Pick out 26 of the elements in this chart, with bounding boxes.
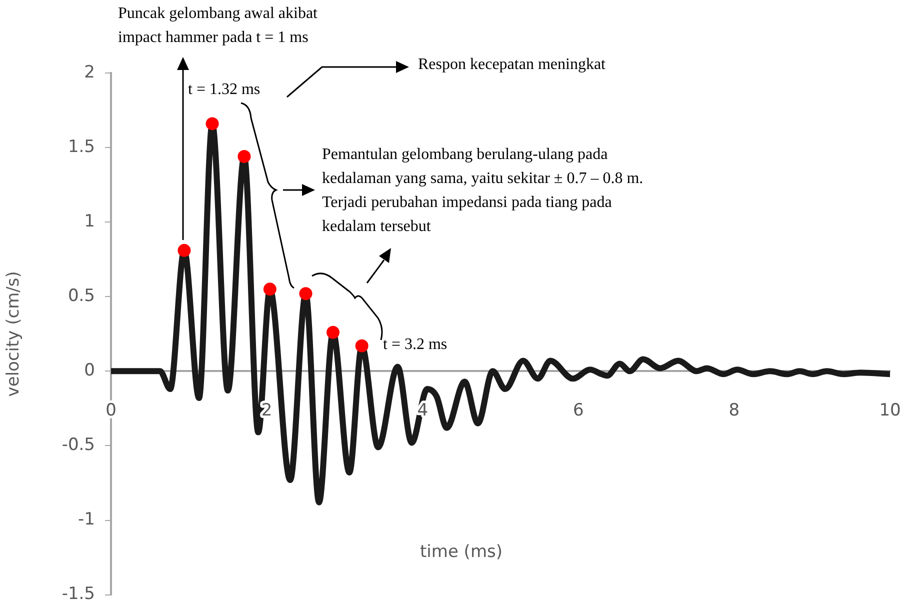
y-tick-label: 1 [84,212,95,232]
annotation: Respon kecepatan meningkat [418,55,606,75]
point [263,282,276,296]
x-tick-label: 0 [106,400,116,421]
y-tick-label: -1 [78,510,95,530]
y-tick-label: -0.5 [62,435,95,456]
x-tick-label: 10 [879,400,901,421]
y-tick-label: 1.5 [68,136,95,157]
point [299,287,312,300]
point [178,244,191,257]
point [326,326,340,339]
text: Puncak gelombang awal akibat impact hammer pada t = 1 ms [118,4,318,48]
point [238,150,251,163]
y-tick-label: 0.5 [68,286,95,306]
annotation: t = 1.32 ms [188,80,262,100]
y-axis-title: velocity (cm/s) [4,271,24,397]
y-tick-label: -1.5 [62,584,95,604]
annotation: t = 3.2 ms [383,335,448,355]
x-tick-label: 8 [728,400,740,421]
y-tick-label: 0 [84,360,95,381]
y-tick-label: 2 [84,62,95,82]
point [355,339,368,352]
x-axis-title: time (ms) [420,542,502,562]
x-tick-label: 6 [572,400,584,421]
annotation: Pemantulan gelombang berulang-ulang pada kedalaman yang sama, yaitu sekitar ± 0.7 – 0.8 m. Terjadi perubahan impedansi pada tiang pada kedalam tersebut [322,145,644,237]
point [206,117,219,130]
